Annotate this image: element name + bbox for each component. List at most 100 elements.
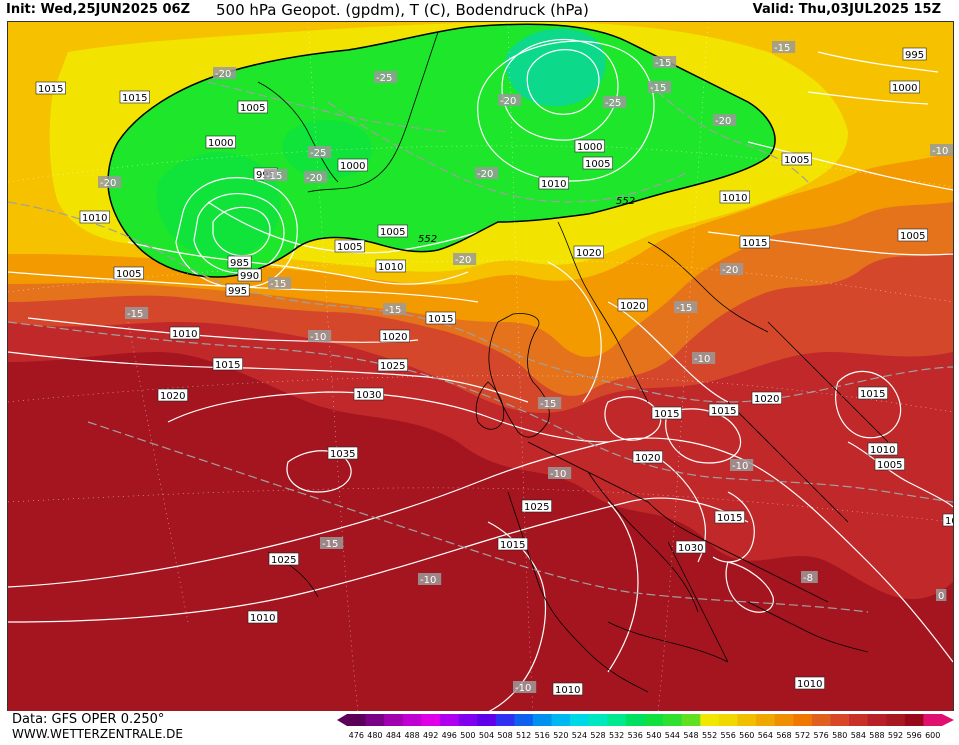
coastlines [257,31,889,693]
isotherm-label-text: -15 [270,279,286,290]
isotherm-label-text: -10 [310,332,326,343]
colorbar-swatch [439,714,460,726]
map-header: Init: Wed,25JUN2025 06Z 500 hPa Geopot. … [0,0,959,22]
isobar-label: 1030 [675,540,706,554]
colorbar-swatch [384,714,404,726]
colorbar-swatch [756,714,776,726]
isobar-label: 1010 [538,176,569,190]
isobar-label-text: 1020 [754,394,779,405]
isobar-label: 1015 [857,386,888,400]
isotherm-label: -15 [125,307,149,320]
isotherm-label: -10 [930,144,953,157]
isotherm-label: -10 [548,467,572,480]
isotherm-label-text: -10 [515,683,531,694]
colorbar-swatch [718,714,738,726]
isobar-label: 1015 [739,235,770,249]
isobar-label-text: 1025 [524,502,549,513]
colorbar-swatch [700,714,720,726]
isobar-label: 1015 [35,81,66,95]
isotherm-label: -15 [268,277,292,290]
isobar-label: 1015 [497,537,528,551]
isobar-label-text: 1010 [82,213,107,224]
isotherm-label-text: -20 [715,116,731,127]
weather-map[interactable]: 1015 1015 1005 1000 995 1000 1010 985 990 995 1005… [7,21,954,713]
isotherm-label: -20 [98,176,122,189]
isobar-label-text: 1005 [900,231,925,242]
isobar-label: 1005 [237,100,268,114]
isobar-label: 1015 [212,357,243,371]
colorbar-swatch [663,714,683,726]
colorbar-tick-label: 576 [814,731,829,740]
isotherm-label-text: -15 [650,83,666,94]
isotherm-label: -20 [475,167,499,180]
colorbar-tick-label: 520 [553,731,568,740]
isobar-label: 1015 [425,311,456,325]
isobar-label: 995 [902,47,927,61]
isobar-label: 1005 [874,457,905,471]
isotherm-label: 0 [936,589,947,602]
colorbar-tick-label: 524 [572,731,587,740]
isotherm-label-text: -15 [385,305,401,316]
isobar-label-text: 1010 [870,445,895,456]
colorbar-swatch [811,714,831,726]
colorbar-swatch [625,714,645,726]
isobar-label-text: 1015 [742,238,767,249]
isobar-label-text: 1015 [860,389,885,400]
colorbar-tick-label: 564 [758,731,773,740]
colorbar-swatch [607,714,627,726]
isotherm-label: -15 [383,303,407,316]
isotherm-label: -10 [730,459,754,472]
colorbar-tick-label: 556 [721,731,736,740]
isotherm-label-text: -8 [803,573,813,584]
isotherm-label: -10 [692,352,716,365]
graticule [8,22,953,712]
isobar-label: 1020 [751,391,782,405]
colorbar-swatch [477,714,497,726]
colorbar-tick-label: 500 [460,731,475,740]
init-time: Init: Wed,25JUN2025 06Z [6,2,191,17]
isobar-label-text: 1020 [635,453,660,464]
isobar-label: 1010 [79,210,110,224]
isotherm-label: -20 [304,171,328,184]
isobar-label-text: 1010 [722,193,747,204]
isobar-label-text: 1030 [678,543,703,554]
colorbar-swatch [923,714,943,726]
colorbar-tick-label: 492 [423,731,438,740]
isobar-label-text: 1010 [378,262,403,273]
colorbar-tick-label: 488 [404,731,419,740]
colorbar-swatch [347,714,367,726]
isobar-label: 1010 [719,190,750,204]
isobar-label: 1010 [552,682,583,696]
isobar-label-text: 1010 [555,685,580,696]
colorbar-swatch [681,714,701,726]
colorbar-tick-label: 596 [906,731,921,740]
isobar-label: 1010 [375,259,406,273]
isotherm-label: -15 [653,56,677,69]
isobar-label-text: 1005 [380,227,405,238]
isobar-label: 1015 [651,406,682,420]
isobar-label-text: 1035 [330,449,355,460]
isotherm-label: -25 [603,96,627,109]
colorbar-swatch [793,714,813,726]
isotherm-label-text: -15 [774,43,790,54]
isobar-label: 1005 [334,239,365,253]
isobar-label-text: 1015 [500,540,525,551]
isotherm-label-text: -10 [732,461,748,472]
isobar-label-text: 1015 [711,406,736,417]
isotherm-label: -10 [418,573,442,586]
isobar-label-text: 1010 [172,329,197,340]
isobar-label: 1020 [617,298,648,312]
colorbar-tick-label: 476 [349,731,364,740]
height-contour-label: 552 [616,196,635,207]
isobar-label-text: 1005 [240,103,265,114]
colorbar-swatch [737,714,757,726]
isobar-label-text: 1025 [380,361,405,372]
isobar-label-text: 1030 [356,390,381,401]
isobar-label-text: 1005 [116,269,141,280]
colorbar-tick-label: 544 [665,731,680,740]
isobar-label: 1010 [247,610,278,624]
isobar-label-text: 1000 [892,83,917,94]
colorbar-tick-label: 548 [683,731,698,740]
map-title: 500 hPa Geopot. (gpdm), T (C), Bodendruc… [216,1,589,19]
isobar-label-text: 1015 [717,513,742,524]
